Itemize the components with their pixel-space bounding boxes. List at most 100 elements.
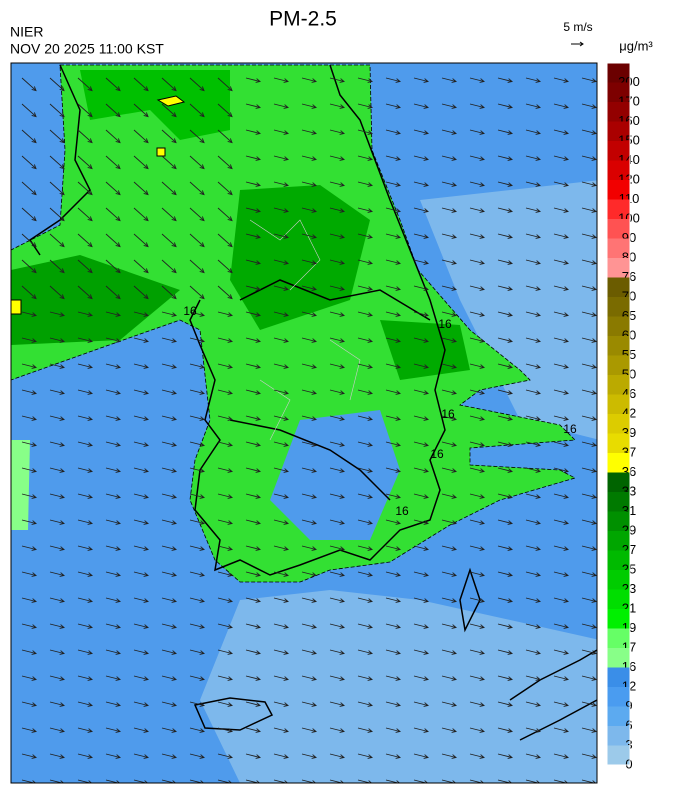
wind-arrow <box>469 181 485 187</box>
wind-arrow <box>329 311 345 317</box>
wind-arrow <box>525 467 541 473</box>
contour-label: 16 <box>183 304 197 318</box>
wind-arrow <box>245 441 261 447</box>
wind-arrow <box>301 337 317 343</box>
wind-arrow <box>217 337 233 343</box>
wind-arrow <box>217 623 233 629</box>
wind-arrow <box>385 181 401 187</box>
wind-arrow <box>497 181 513 187</box>
wind-arrow <box>77 597 93 603</box>
wind-arrow <box>273 207 289 213</box>
colorbar-segment <box>607 706 630 727</box>
wind-arrow <box>441 519 457 525</box>
wind-arrow <box>133 701 149 707</box>
wind-arrow <box>189 285 205 300</box>
colorbar-segment <box>607 375 630 395</box>
wind-arrow <box>189 727 205 733</box>
wind-arrow <box>525 129 541 135</box>
wind-arrow <box>413 675 429 681</box>
wind-arrow <box>553 363 569 369</box>
wind-arrow <box>553 181 569 187</box>
wind-arrow <box>217 129 233 144</box>
wind-arrow <box>413 181 429 187</box>
wind-arrow <box>273 649 289 655</box>
wind-arrow <box>77 155 93 170</box>
wind-arrow <box>105 519 121 525</box>
wind-arrow <box>105 311 121 317</box>
colorbar-segment <box>607 648 630 668</box>
wind-arrow <box>385 389 401 395</box>
colorbar-segment <box>607 609 630 629</box>
wind-arrow <box>217 441 233 447</box>
wind-arrow <box>21 597 37 603</box>
wind-arrow <box>497 649 513 655</box>
wind-arrow <box>161 233 177 248</box>
wind-arrow <box>77 753 93 759</box>
wind-arrow <box>497 519 513 525</box>
wind-arrow <box>217 597 233 603</box>
wind-arrow <box>245 467 261 473</box>
wind-arrow <box>469 467 485 473</box>
wind-arrow <box>385 571 401 577</box>
wind-arrow <box>553 649 569 655</box>
wind-arrow <box>301 467 317 473</box>
wind-arrow <box>385 753 401 759</box>
wind-arrow <box>217 285 233 300</box>
wind-arrow <box>525 493 541 499</box>
wind-arrow <box>441 441 457 447</box>
wind-arrow <box>245 701 261 707</box>
wind-arrow <box>217 415 233 421</box>
wind-arrow <box>553 129 569 135</box>
wind-arrow <box>469 233 485 239</box>
wind-arrow <box>49 467 65 473</box>
colorbar-segment <box>607 141 630 161</box>
wind-arrow <box>497 415 513 421</box>
colorbar-segment <box>607 394 630 415</box>
wind-arrow <box>21 389 37 395</box>
wind-scale: 5 m/s <box>563 20 592 34</box>
wind-arrow <box>161 103 177 118</box>
wind-arrow <box>105 363 121 369</box>
wind-arrow <box>245 597 261 603</box>
wind-arrow <box>329 545 345 551</box>
wind-arrow <box>413 129 429 135</box>
colorbar-segment <box>607 687 630 707</box>
wind-arrow <box>581 623 597 629</box>
wind-arrow <box>21 675 37 681</box>
wind-arrow <box>385 129 401 135</box>
wind-arrow <box>49 597 65 603</box>
wind-arrow <box>413 389 429 395</box>
wind-arrow <box>497 207 513 213</box>
wind-arrow <box>553 77 569 83</box>
wind-arrow <box>553 207 569 213</box>
wind-arrow <box>49 77 65 92</box>
wind-arrow <box>161 545 177 551</box>
wind-arrow <box>497 311 513 317</box>
wind-arrow <box>581 181 597 187</box>
wind-arrow <box>329 285 345 291</box>
wind-arrow <box>525 389 541 395</box>
wind-arrow <box>581 545 597 551</box>
wind-arrow <box>161 285 177 300</box>
colorbar-frame <box>606 62 631 766</box>
wind-arrow <box>161 441 177 447</box>
wind-arrow <box>413 545 429 551</box>
wind-arrow <box>245 415 261 421</box>
wind-arrow <box>329 597 345 603</box>
wind-arrow <box>441 259 457 265</box>
wind-arrow <box>553 311 569 317</box>
wind-arrow <box>385 233 401 239</box>
wind-arrow <box>553 701 569 707</box>
wind-arrow <box>357 77 373 83</box>
wind-arrow <box>273 129 289 135</box>
wind-arrow <box>189 753 205 759</box>
wind-arrow <box>189 207 205 222</box>
wind-arrow <box>301 181 317 187</box>
wind-arrow <box>301 519 317 525</box>
wind-arrow <box>413 571 429 577</box>
wind-arrow <box>329 337 345 343</box>
wind-arrow <box>133 597 149 603</box>
wind-arrow <box>273 441 289 447</box>
wind-arrow <box>469 77 485 83</box>
colorbar-segment <box>607 316 630 337</box>
